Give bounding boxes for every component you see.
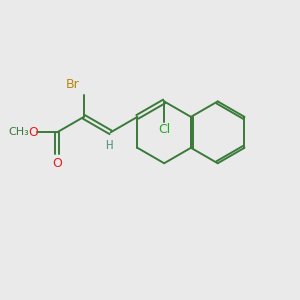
Text: Br: Br xyxy=(66,78,80,91)
Text: Cl: Cl xyxy=(158,124,170,136)
Text: O: O xyxy=(52,157,62,170)
Text: O: O xyxy=(28,126,38,139)
Text: CH₃: CH₃ xyxy=(9,127,30,137)
Text: H: H xyxy=(105,139,113,152)
